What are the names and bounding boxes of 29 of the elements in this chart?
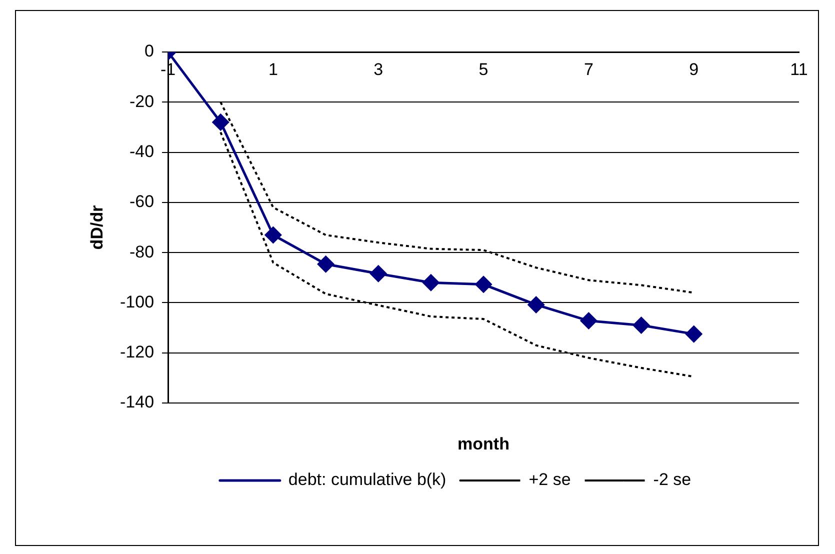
point — [528, 296, 544, 313]
point — [370, 265, 387, 282]
x-tick-label: 5 — [478, 60, 488, 79]
x-tick-label: 3 — [374, 60, 384, 79]
x-tick-label: 1 — [268, 60, 278, 79]
point — [580, 312, 597, 330]
legend-label: -2 se — [653, 470, 692, 490]
y-tick-label: -40 — [129, 142, 154, 161]
point — [318, 256, 334, 272]
x-axis-title: month — [458, 434, 510, 454]
x-tick-label: 9 — [689, 60, 699, 79]
point — [475, 276, 492, 293]
point — [633, 317, 650, 334]
y-tick-label: -20 — [129, 92, 154, 111]
y-axis-title: dD/dr — [88, 204, 107, 250]
y-tick-label: -80 — [129, 242, 154, 262]
point — [422, 274, 440, 291]
legend-label: +2 se — [528, 470, 571, 490]
y-tick-label: -120 — [120, 342, 154, 362]
point — [686, 326, 702, 342]
x-tick-label: 7 — [584, 60, 594, 79]
y-tick-label: -100 — [120, 292, 154, 312]
y-tick-label: 0 — [144, 42, 154, 61]
y-tick-label: -140 — [120, 392, 154, 412]
point — [264, 226, 282, 244]
point — [212, 114, 229, 130]
x-tick-label: 11 — [790, 60, 808, 79]
legend-label: debt: cumulative b(k) — [288, 470, 446, 490]
y-tick-label: -60 — [129, 192, 154, 212]
